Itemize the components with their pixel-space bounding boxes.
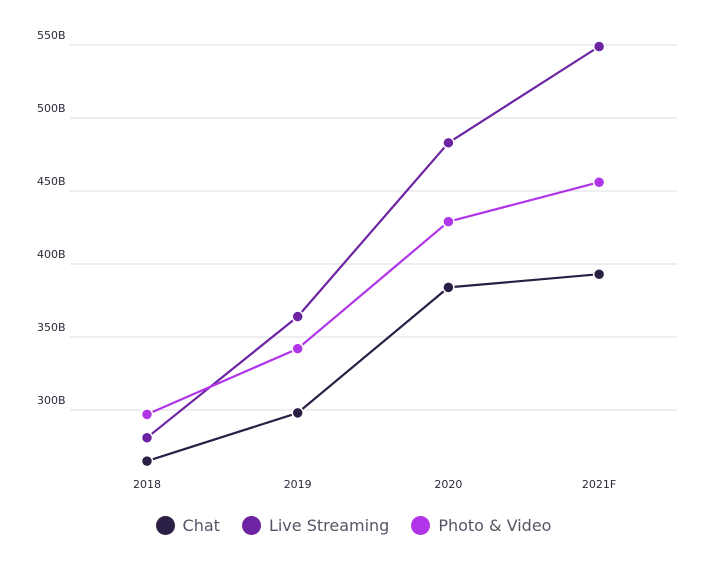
point-photo-video-2019[interactable] [291, 342, 304, 355]
y-tick-label-350: 350B [37, 321, 66, 334]
series-line-chat [146, 273, 600, 463]
legend-item-live-streaming[interactable]: Live Streaming [241, 516, 390, 535]
series-line-live-streaming [146, 45, 600, 439]
legend-label-chat: Chat [182, 516, 220, 535]
legend-swatch-live-streaming [241, 516, 261, 535]
point-live-streaming-2020[interactable] [442, 136, 455, 150]
y-axis: 300B 350B 400B 450B 500B 550B [37, 29, 66, 407]
series-group [140, 40, 606, 468]
y-tick-label-300: 300B [37, 394, 66, 407]
point-photo-video-2021f[interactable] [592, 175, 606, 189]
y-tick-label-450: 450B [37, 175, 66, 188]
point-photo-video-2020[interactable] [442, 215, 455, 228]
gridlines [70, 44, 677, 411]
x-tick-label-2020: 2020 [434, 478, 462, 491]
x-tick-label-2018: 2018 [133, 478, 161, 491]
legend: Chat Live Streaming Photo & Video [0, 516, 707, 535]
y-tick-label-400: 400B [37, 248, 66, 261]
x-tick-label-2019: 2019 [284, 478, 312, 491]
x-axis: 2018 2019 2020 2021F [133, 478, 616, 491]
point-chat-2020[interactable] [442, 281, 455, 294]
point-chat-2021f[interactable] [592, 267, 606, 281]
legend-swatch-photo-video [411, 516, 431, 535]
point-live-streaming-2018[interactable] [140, 431, 154, 444]
point-chat-2019[interactable] [291, 406, 304, 420]
point-photo-video-2018[interactable] [140, 408, 154, 421]
y-tick-label-550: 550B [37, 29, 66, 42]
x-tick-label-2021f: 2021F [582, 478, 616, 491]
line-chart: 300B 350B 400B 450B 500B 550B 2018 2019 2020 202… [37, 29, 677, 491]
series-line-photo-video [146, 181, 600, 416]
point-live-streaming-2019[interactable] [291, 310, 304, 323]
point-chat-2018[interactable] [140, 454, 154, 468]
legend-item-chat[interactable]: Chat [155, 516, 220, 535]
legend-label-live-streaming: Live Streaming [268, 516, 390, 535]
legend-swatch-chat [155, 516, 175, 535]
point-live-streaming-2021f[interactable] [592, 40, 606, 53]
y-tick-label-500: 500B [37, 102, 66, 115]
legend-label-photo-video: Photo & Video [438, 516, 552, 535]
legend-item-photo-video[interactable]: Photo & Video [411, 516, 551, 535]
